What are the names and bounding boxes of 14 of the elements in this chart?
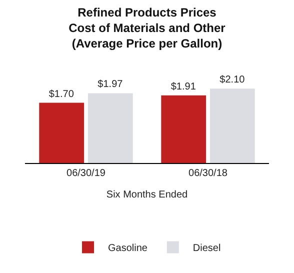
chart-title: Refined Products Prices Cost of Materials and Other (Average Price per Gallon) [68, 5, 226, 51]
x-axis-title: Six Months Ended [106, 190, 188, 200]
bar [39, 102, 84, 163]
data-label: $1.97 [98, 79, 124, 90]
legend-label: Diesel [192, 243, 221, 254]
bar [161, 95, 206, 163]
data-label: $1.70 [48, 88, 74, 100]
data-label: $1.91 [170, 81, 196, 92]
bar [88, 93, 133, 163]
bar [210, 88, 255, 163]
legend-label: Gasoline [108, 243, 148, 254]
x-tick-label: 06/30/19 [66, 168, 106, 179]
x-tick-label: 06/30/18 [188, 168, 228, 179]
data-label: $2.10 [220, 74, 246, 86]
